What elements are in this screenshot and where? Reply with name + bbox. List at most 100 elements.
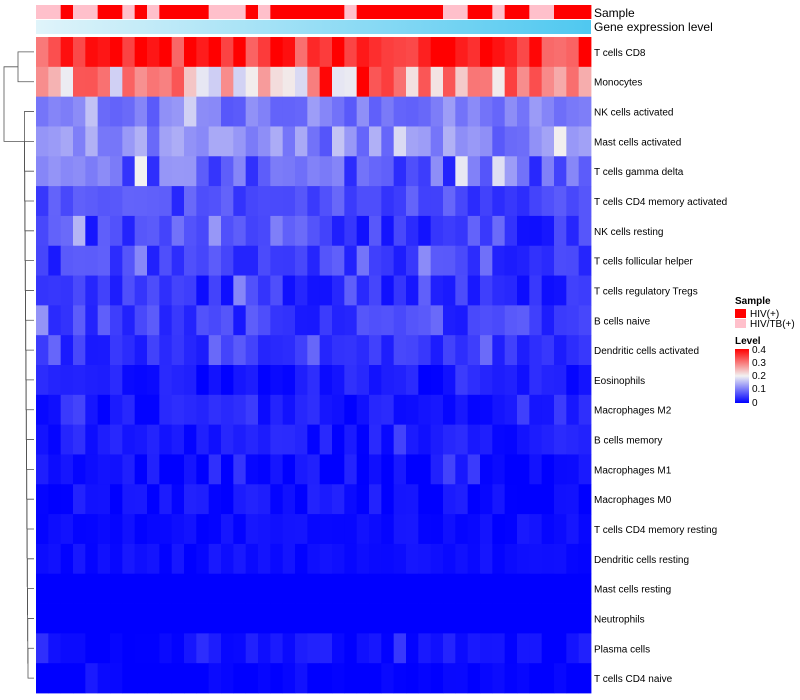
heatmap-cell bbox=[393, 186, 407, 217]
row-label: Neutrophils bbox=[594, 614, 645, 625]
heatmap-cell bbox=[97, 543, 111, 575]
heatmap-cell bbox=[48, 573, 62, 604]
heatmap-cell bbox=[344, 424, 358, 455]
heatmap-cell bbox=[319, 96, 333, 127]
heatmap-cell bbox=[455, 156, 469, 187]
heatmap-cell bbox=[134, 514, 148, 545]
heatmap-cell bbox=[196, 365, 210, 396]
heatmap-cell bbox=[282, 484, 296, 515]
row-label: T cells CD4 memory activated bbox=[594, 197, 727, 208]
heatmap-cell bbox=[319, 335, 333, 366]
heatmap-cell bbox=[48, 305, 62, 336]
heatmap-cell bbox=[97, 126, 111, 157]
sample-annotation-cell bbox=[233, 5, 247, 19]
heatmap-cell bbox=[467, 126, 481, 157]
heatmap-cell bbox=[529, 186, 543, 217]
heatmap-cell bbox=[554, 305, 567, 336]
heatmap-cell bbox=[430, 663, 444, 694]
heatmap-cell bbox=[406, 126, 419, 157]
level-tick-0.1: 0.1 bbox=[752, 384, 766, 395]
heatmap-cell bbox=[406, 514, 419, 545]
heatmap-cell bbox=[554, 215, 567, 247]
heatmap-cell bbox=[393, 394, 407, 426]
heatmap-cell bbox=[418, 305, 432, 336]
heatmap-cell bbox=[73, 215, 86, 247]
heatmap-cell bbox=[566, 454, 580, 485]
heatmap-cell bbox=[467, 156, 481, 187]
heatmap-cell bbox=[147, 394, 160, 426]
heatmap-cell bbox=[122, 156, 136, 187]
heatmap-cell bbox=[356, 215, 370, 247]
row-label: Eosinophils bbox=[594, 376, 645, 387]
heatmap-cell bbox=[319, 186, 333, 217]
heatmap-cell bbox=[196, 215, 210, 247]
heatmap-cell bbox=[566, 484, 580, 515]
heatmap-cell bbox=[295, 603, 308, 634]
heatmap-cell bbox=[245, 454, 259, 485]
heatmap-cell bbox=[406, 66, 419, 98]
expression-track-label: Gene expression level bbox=[594, 20, 713, 34]
heatmap-cell bbox=[270, 335, 284, 366]
heatmap-cell bbox=[467, 603, 481, 634]
heatmap-cell bbox=[406, 633, 419, 664]
heatmap-cell bbox=[504, 275, 518, 306]
heatmap-cell bbox=[554, 66, 567, 98]
heatmap-cell bbox=[208, 573, 222, 604]
heatmap-cell bbox=[36, 335, 49, 366]
heatmap-cell bbox=[110, 245, 123, 276]
heatmap-cell bbox=[381, 66, 395, 98]
heatmap-cell bbox=[147, 543, 160, 575]
heatmap-cell bbox=[554, 37, 567, 68]
heatmap-cell bbox=[184, 454, 197, 485]
heatmap-cell bbox=[529, 215, 543, 247]
heatmap-cell bbox=[529, 514, 543, 545]
heatmap-cell bbox=[356, 424, 370, 455]
heatmap-cell bbox=[134, 305, 148, 336]
heatmap-cell bbox=[566, 37, 580, 68]
heatmap-cell bbox=[122, 514, 136, 545]
heatmap-cell bbox=[344, 633, 358, 664]
heatmap-cell bbox=[270, 66, 284, 98]
heatmap-cell bbox=[147, 454, 160, 485]
heatmap-cell bbox=[282, 663, 296, 694]
sample-annotation-cell bbox=[406, 5, 419, 19]
heatmap-cell bbox=[134, 156, 148, 187]
heatmap-cell bbox=[184, 514, 197, 545]
heatmap-cell bbox=[171, 335, 185, 366]
heatmap-cell bbox=[60, 573, 74, 604]
sample-annotation-cell bbox=[295, 5, 308, 19]
heatmap-cell bbox=[85, 454, 99, 485]
heatmap-cell bbox=[233, 424, 247, 455]
heatmap-cell bbox=[406, 215, 419, 247]
heatmap-cell bbox=[97, 335, 111, 366]
heatmap-cell bbox=[110, 484, 123, 515]
heatmap-cell bbox=[307, 96, 321, 127]
heatmap-cell bbox=[233, 603, 247, 634]
heatmap-cell bbox=[517, 96, 530, 127]
heatmap-cell bbox=[245, 514, 259, 545]
heatmap-cell bbox=[134, 186, 148, 217]
heatmap-cell bbox=[147, 66, 160, 98]
sample-annotation-cell bbox=[517, 5, 530, 19]
heatmap-cell bbox=[60, 543, 74, 575]
heatmap-cell bbox=[504, 215, 518, 247]
heatmap-cell bbox=[467, 454, 481, 485]
heatmap-cell bbox=[85, 245, 99, 276]
heatmap-cell bbox=[455, 573, 469, 604]
dendrogram-link bbox=[17, 51, 34, 83]
heatmap-cell bbox=[270, 394, 284, 426]
sample-annotation-cell bbox=[134, 5, 148, 19]
dendrogram-link bbox=[27, 558, 34, 616]
heatmap-cell bbox=[85, 394, 99, 426]
heatmap-cell bbox=[492, 365, 506, 396]
heatmap-cell bbox=[554, 573, 567, 604]
heatmap-cell bbox=[369, 245, 382, 276]
heatmap-cell bbox=[369, 66, 382, 98]
heatmap-cell bbox=[455, 186, 469, 217]
heatmap-cell bbox=[208, 543, 222, 575]
heatmap-cell bbox=[541, 663, 555, 694]
heatmap-cell bbox=[307, 305, 321, 336]
heatmap-cell bbox=[480, 66, 493, 98]
heatmap-cell bbox=[159, 126, 173, 157]
heatmap-cell bbox=[258, 484, 271, 515]
